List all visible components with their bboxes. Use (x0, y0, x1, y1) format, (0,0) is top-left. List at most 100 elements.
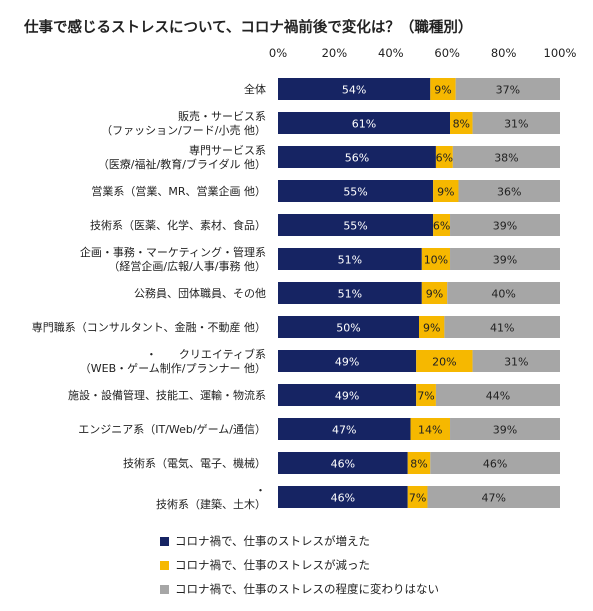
bar-value-label: 37% (496, 84, 520, 97)
bar-value-label: 39% (493, 424, 517, 437)
bar-value-label: 56% (345, 152, 369, 165)
bar-value-label: 51% (338, 254, 362, 267)
category-label: 専門サービス系 (189, 144, 266, 157)
bar-value-label: 36% (497, 186, 521, 199)
category-label: （WEB・ゲーム制作/プランナー 他） (80, 362, 266, 375)
bar-increased (278, 180, 434, 202)
category-label: （医療/福祉/教育/ブライダル 他） (98, 157, 266, 171)
bar-value-label: 7% (417, 390, 434, 403)
category-label: エンジニア系（IT/Web/ゲーム/通信） (78, 423, 266, 436)
legend-swatch-decreased (160, 560, 169, 570)
bar-value-label: 46% (483, 458, 507, 471)
bar-value-label: 8% (410, 458, 427, 471)
category-label: 全体 (244, 82, 266, 96)
x-tick-label: 40% (378, 46, 404, 60)
data-labels: 54% 9% 37% 61% 8% 31% 56% 6% 38% 55% 9% 36% 55% 6% 39%… (331, 84, 529, 505)
category-label: 技術系（医薬、化学、素材、食品） (90, 218, 266, 232)
bar-value-label: 51% (338, 288, 362, 301)
bars (278, 78, 560, 508)
category-label: ・ クリエイティブ系 (146, 347, 266, 361)
category-label: （経営企画/広報/人事/事務 他） (108, 259, 266, 273)
bar-value-label: 20% (432, 356, 456, 369)
bar-decreased (416, 350, 473, 372)
bar-increased (278, 248, 422, 270)
category-label: 専門職系（コンサルタント、金融・不動産 他） (32, 320, 266, 334)
bar-decreased (419, 316, 445, 338)
bar-value-label: 55% (343, 186, 367, 199)
bar-value-label: 9% (434, 84, 451, 97)
bar-value-label: 31% (504, 356, 528, 369)
bar-decreased (450, 112, 473, 134)
legend-label-increased: コロナ禍で、仕事のストレスが増えた (175, 534, 371, 548)
bar-value-label: 40% (491, 288, 515, 301)
bar-value-label: 49% (335, 356, 359, 369)
chart-title: 仕事で感じるストレスについて、コロナ禍前後で変化は？（職種別） (23, 18, 472, 36)
legend-item-increased: コロナ禍で、仕事のストレスが増えた (160, 533, 590, 549)
x-tick-label: 0% (269, 46, 287, 60)
bar-value-label: 31% (504, 118, 528, 131)
bar-decreased (433, 214, 451, 236)
bar-decreased (407, 486, 428, 508)
bar-value-label: 44% (486, 390, 510, 403)
bar-increased (278, 112, 451, 134)
bar-increased (278, 78, 431, 100)
bar-value-label: 47% (332, 424, 356, 437)
legend-label-decreased: コロナ禍で、仕事のストレスが減った (175, 558, 371, 572)
bar-value-label: 50% (336, 322, 360, 335)
bar-value-label: 9% (437, 186, 454, 199)
bar-increased (278, 486, 408, 508)
category-label: 技術系（電気、電子、機械） (123, 456, 266, 470)
bar-decreased (410, 418, 451, 440)
bar-value-label: 8% (453, 118, 470, 131)
bar-decreased (421, 248, 451, 270)
bar-value-label: 14% (418, 424, 442, 437)
bar-increased (278, 282, 422, 304)
bar-unchanged (444, 316, 560, 338)
bar-unchanged (450, 418, 560, 440)
category-label: 施設・設備管理、技能工、運輸・物流系 (68, 388, 266, 402)
category-label: 営業系（営業、MR、営業企画 他） (91, 184, 266, 198)
bar-increased (278, 214, 434, 236)
bar-unchanged (472, 350, 560, 372)
bar-decreased (433, 180, 459, 202)
legend-swatch-unchanged (160, 584, 169, 594)
bar-decreased (430, 78, 456, 100)
bar-value-label: 61% (352, 118, 376, 131)
bar-unchanged (447, 282, 560, 304)
bar-increased (278, 146, 436, 168)
bar-decreased (421, 282, 448, 304)
legend-item-decreased: コロナ禍で、仕事のストレスが減った (160, 557, 590, 573)
bar-value-label: 47% (482, 492, 506, 505)
x-tick-label: 60% (434, 46, 460, 60)
x-axis-ticks: 0% 20% 40% 60% 80% 100% (269, 46, 577, 60)
bar-value-label: 46% (331, 458, 355, 471)
bar-increased (278, 316, 419, 338)
x-tick-label: 20% (322, 46, 348, 60)
bar-increased (278, 384, 417, 406)
legend-item-unchanged: コロナ禍で、仕事のストレスの程度に変わりはない (160, 581, 590, 597)
bar-value-label: 49% (335, 390, 359, 403)
bar-unchanged (450, 248, 560, 270)
bar-value-label: 9% (423, 322, 440, 335)
bar-decreased (435, 146, 453, 168)
legend-label-unchanged: コロナ禍で、仕事のストレスの程度に変わりはない (175, 582, 440, 596)
bar-unchanged (472, 112, 560, 134)
bar-unchanged (455, 78, 560, 100)
legend-swatch-increased (160, 536, 169, 546)
bar-unchanged (458, 180, 560, 202)
category-label: 企画・事務・マーケティング・管理系 (80, 245, 266, 259)
bar-decreased (416, 384, 436, 406)
bar-unchanged (435, 384, 560, 406)
category-label: 技術系（建築、土木） (156, 497, 266, 511)
bar-value-label: 54% (342, 84, 366, 97)
x-tick-label: 100% (544, 46, 577, 60)
bar-value-label: 38% (494, 152, 518, 165)
x-tick-label: 80% (491, 46, 517, 60)
bar-value-label: 10% (424, 254, 448, 267)
bar-value-label: 39% (493, 220, 517, 233)
bar-value-label: 7% (409, 492, 426, 505)
bar-increased (278, 452, 408, 474)
bar-value-label: 41% (490, 322, 514, 335)
